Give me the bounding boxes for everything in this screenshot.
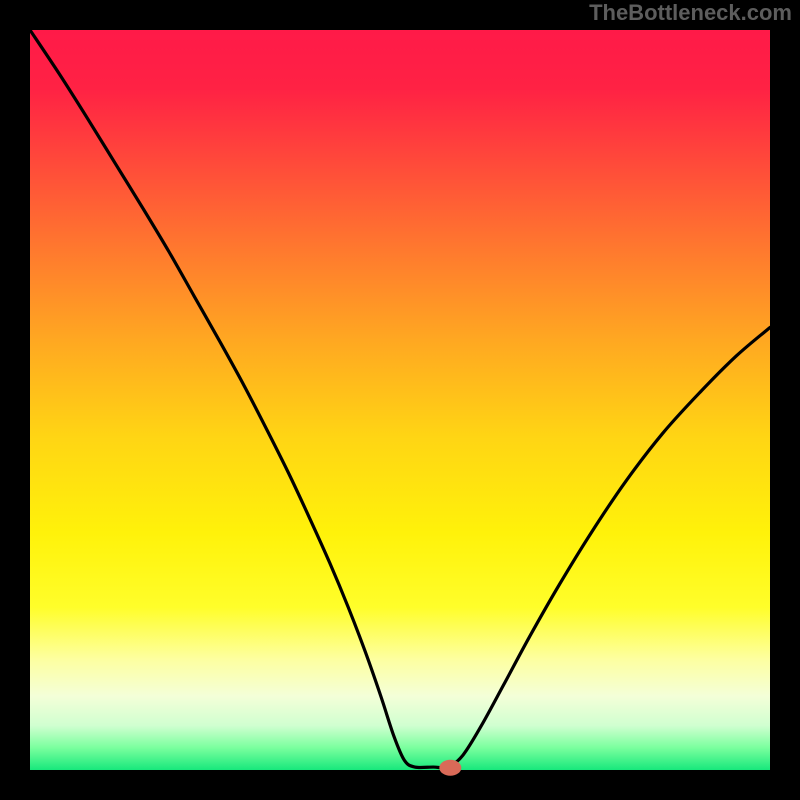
optimal-point-marker (439, 760, 461, 776)
watermark-text: TheBottleneck.com (589, 0, 792, 26)
chart-gradient-background (30, 30, 770, 770)
chart-container: TheBottleneck.com (0, 0, 800, 800)
bottleneck-chart (0, 0, 800, 800)
